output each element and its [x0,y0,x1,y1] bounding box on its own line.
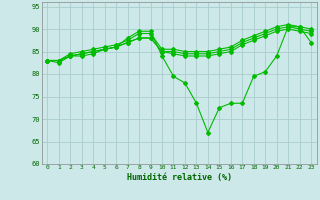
X-axis label: Humidité relative (%): Humidité relative (%) [127,173,232,182]
